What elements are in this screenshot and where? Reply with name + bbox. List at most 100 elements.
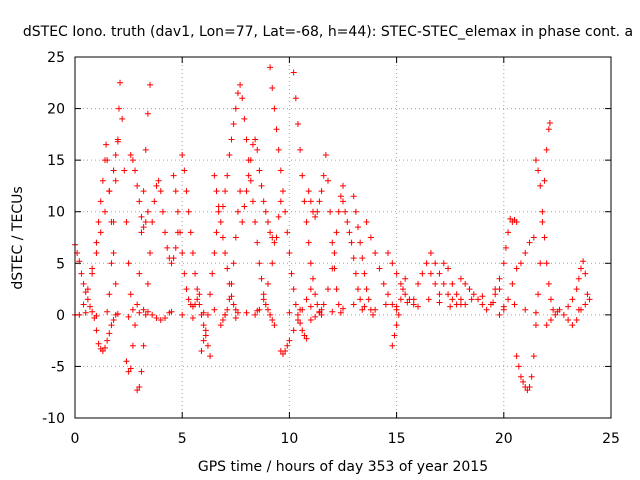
- data-point: [114, 136, 121, 143]
- data-point: [342, 208, 349, 215]
- data-point: [149, 311, 156, 318]
- data-point: [436, 270, 443, 277]
- data-point: [357, 296, 364, 303]
- data-point: [367, 234, 374, 241]
- data-point: [415, 280, 422, 287]
- data-point: [543, 146, 550, 153]
- data-point: [127, 291, 134, 298]
- data-point: [194, 286, 201, 293]
- data-point: [520, 378, 527, 385]
- data-point: [445, 291, 452, 298]
- data-point: [361, 270, 368, 277]
- data-point: [211, 249, 218, 256]
- data-point: [318, 306, 325, 313]
- data-point: [147, 249, 154, 256]
- data-point: [136, 198, 143, 205]
- data-point: [168, 308, 175, 315]
- data-point: [532, 309, 539, 316]
- data-point: [515, 363, 522, 370]
- data-point: [297, 320, 304, 327]
- data-point: [179, 249, 186, 256]
- data-point: [355, 286, 362, 293]
- data-point: [170, 255, 177, 262]
- data-point: [132, 322, 139, 329]
- data-point: [292, 301, 299, 308]
- data-point: [277, 198, 284, 205]
- data-point: [232, 105, 239, 112]
- data-point: [509, 280, 516, 287]
- data-point: [490, 299, 497, 306]
- data-point: [114, 310, 121, 317]
- data-point: [340, 198, 346, 205]
- data-point: [301, 332, 308, 339]
- data-point: [277, 167, 284, 174]
- data-point: [314, 301, 321, 308]
- data-point: [505, 296, 512, 303]
- data-point: [350, 301, 357, 308]
- data-point: [183, 188, 190, 195]
- data-point: [335, 301, 342, 308]
- data-point: [290, 286, 297, 293]
- data-point: [286, 249, 293, 256]
- data-point: [219, 317, 226, 324]
- data-point: [303, 296, 310, 303]
- data-point: [230, 121, 237, 128]
- data-point: [294, 317, 301, 324]
- y-tick-label: -5: [51, 359, 65, 375]
- data-point: [575, 306, 582, 313]
- data-point: [140, 306, 147, 313]
- data-point: [243, 309, 250, 316]
- data-point: [228, 280, 235, 287]
- data-point: [271, 322, 278, 329]
- data-point: [335, 208, 342, 215]
- x-tick-label: 5: [178, 431, 187, 447]
- data-point: [127, 365, 134, 372]
- data-point: [541, 234, 548, 241]
- data-point: [307, 286, 314, 293]
- y-tick-label: 5: [56, 256, 65, 272]
- data-point: [213, 229, 220, 236]
- data-point: [297, 146, 304, 153]
- y-tick-label: 20: [47, 102, 65, 118]
- data-point: [121, 167, 128, 174]
- data-point: [97, 229, 104, 236]
- data-point: [554, 308, 561, 315]
- data-point: [127, 151, 134, 158]
- data-point: [237, 188, 244, 195]
- data-point: [230, 301, 237, 308]
- data-point: [327, 208, 334, 215]
- data-point: [237, 81, 244, 88]
- data-point: [258, 182, 265, 189]
- data-point: [299, 327, 306, 334]
- data-point: [269, 84, 276, 91]
- data-point: [584, 291, 591, 298]
- data-point: [547, 296, 554, 303]
- data-point: [241, 115, 248, 122]
- data-point: [552, 311, 559, 318]
- data-point: [453, 291, 460, 298]
- data-point: [267, 64, 274, 71]
- data-point: [125, 368, 132, 375]
- data-point: [299, 172, 306, 179]
- data-point: [234, 208, 241, 215]
- data-point: [273, 126, 280, 133]
- data-point: [337, 309, 344, 316]
- data-point: [110, 167, 117, 174]
- data-point: [162, 229, 169, 236]
- data-point: [391, 332, 398, 339]
- data-point: [232, 306, 239, 313]
- data-point: [359, 255, 366, 262]
- data-point: [530, 353, 537, 360]
- data-point: [142, 219, 149, 226]
- data-point: [537, 260, 544, 267]
- data-point: [288, 270, 295, 277]
- data-point: [582, 270, 589, 277]
- data-point: [89, 308, 96, 315]
- data-point: [470, 291, 477, 298]
- data-point: [219, 203, 226, 210]
- data-point: [546, 120, 553, 127]
- data-point: [329, 239, 336, 246]
- data-point: [187, 229, 194, 236]
- data-point: [320, 301, 327, 308]
- data-point: [573, 317, 580, 324]
